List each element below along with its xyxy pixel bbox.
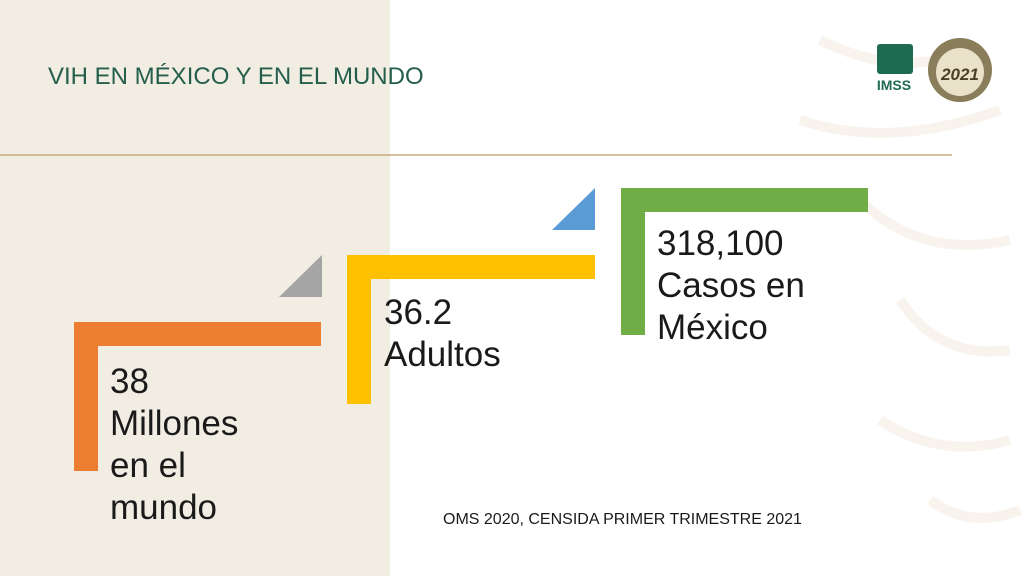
step-line: México xyxy=(657,308,768,347)
step-line: 38 xyxy=(110,362,149,401)
logo-text: IMSS xyxy=(877,77,911,93)
slide-title: VIH EN MÉXICO Y EN EL MUNDO xyxy=(48,63,424,90)
step-bar xyxy=(347,255,595,279)
step-line: 318,100 xyxy=(657,224,784,263)
step-line: 36.2 xyxy=(384,293,452,332)
step-3 xyxy=(621,188,868,335)
emblem-inner xyxy=(936,48,984,96)
emblem: 2021 xyxy=(928,38,992,102)
left-panel xyxy=(0,0,390,576)
step-line: Adultos xyxy=(384,335,501,374)
step-bar xyxy=(621,188,868,212)
step-bar xyxy=(621,188,645,335)
step-2 xyxy=(347,188,595,404)
imss-logo: IMSS xyxy=(877,44,913,93)
logo-shape xyxy=(877,44,913,74)
step-text: 36.2 Adultos xyxy=(384,293,501,374)
step-arrow xyxy=(552,188,595,230)
step-line: Casos en xyxy=(657,266,805,305)
step-text: 318,100 Casos en México xyxy=(657,224,805,347)
emblem-year: 2021 xyxy=(940,65,979,84)
step-line: mundo xyxy=(110,488,217,527)
step-bar xyxy=(74,322,321,346)
step-1 xyxy=(74,255,322,471)
source-note: OMS 2020, CENSIDA PRIMER TRIMESTRE 2021 xyxy=(443,511,802,528)
step-line: Millones xyxy=(110,404,238,443)
step-line: en el xyxy=(110,446,186,485)
step-text: 38 Millones en el mundo xyxy=(110,362,238,527)
step-arrow xyxy=(279,255,322,297)
step-bar xyxy=(347,255,371,404)
step-bar xyxy=(74,322,98,471)
